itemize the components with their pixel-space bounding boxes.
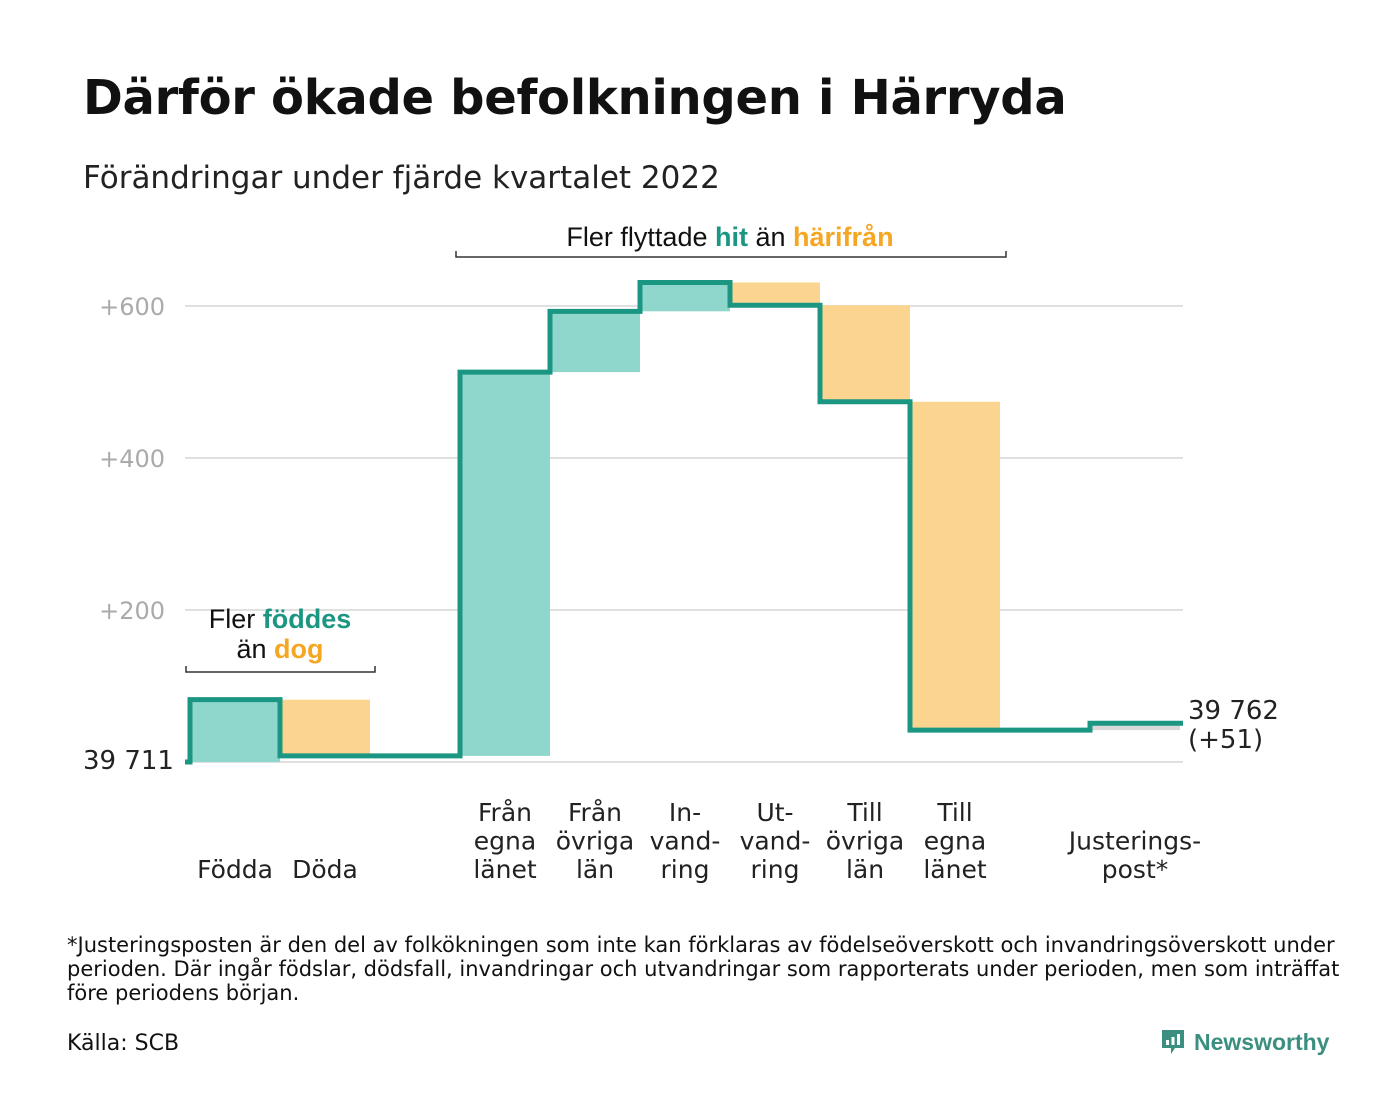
- category-label: Från: [568, 798, 622, 827]
- brand-logo[interactable]: Newsworthy: [1160, 1028, 1329, 1056]
- bar-justeringspost-: [1090, 723, 1180, 731]
- category-label: Födda: [197, 855, 273, 884]
- footnote: *Justeringsposten är den del av folkökni…: [67, 933, 1340, 1005]
- brand-name: Newsworthy: [1194, 1028, 1330, 1055]
- end-change-label: (+51): [1188, 725, 1263, 755]
- migration-bracket: [455, 251, 1007, 258]
- birth-annotation-text: föddes: [263, 604, 352, 634]
- bar-från-egna-länet: [460, 372, 550, 756]
- category-label: övriga: [826, 827, 905, 856]
- bar-döda: [280, 699, 370, 756]
- category-label: Ut-: [756, 798, 793, 827]
- birth-bracket: [185, 666, 376, 673]
- category-label: vand-: [650, 827, 721, 856]
- y-tick-label: +400: [99, 445, 165, 473]
- category-label: Justerings-: [1067, 827, 1201, 856]
- population-step-line: [185, 279, 1183, 765]
- category-label: län: [846, 855, 884, 884]
- category-label: länet: [923, 855, 986, 884]
- bar-födda: [190, 699, 280, 762]
- category-label: Till: [936, 798, 972, 827]
- start-value-label: 39 711: [83, 746, 174, 776]
- birth-annotation-line: än dog: [236, 634, 323, 664]
- bar-utvandring: [730, 282, 820, 306]
- category-label: övriga: [556, 827, 635, 856]
- bar-invandring: [640, 282, 730, 312]
- category-label: län: [576, 855, 614, 884]
- birth-annotation-text: än: [236, 634, 274, 664]
- bar-från-övriga-län: [550, 311, 640, 373]
- newsworthy-logo-icon: [1162, 1030, 1184, 1054]
- chart-subtitle: Förändringar under fjärde kvartalet 2022: [83, 160, 720, 196]
- category-label: egna: [474, 827, 536, 856]
- birth-annotation-text: Fler: [209, 604, 263, 634]
- migration-annotation-text: än: [748, 222, 793, 252]
- migration-annotation-text: Fler flyttade: [566, 222, 715, 252]
- source-label: Källa: SCB: [67, 1031, 180, 1056]
- category-label: Döda: [292, 855, 358, 884]
- birth-annotation-text: dog: [274, 634, 323, 664]
- migration-annotation-text: härifrån: [793, 222, 894, 252]
- category-label: vand-: [740, 827, 811, 856]
- migration-annotation-text: hit: [715, 222, 748, 252]
- y-tick-label: +600: [99, 293, 165, 321]
- category-label: egna: [924, 827, 986, 856]
- end-value-label: 39 762: [1188, 696, 1279, 726]
- category-label: länet: [473, 855, 536, 884]
- category-label: In-: [669, 798, 701, 827]
- category-label: Från: [478, 798, 532, 827]
- chart-title: Därför ökade befolkningen i Härryda: [83, 70, 1067, 126]
- migration-annotation-line: Fler flyttade hit än härifrån: [566, 222, 893, 252]
- bar-till-övriga-län: [820, 305, 910, 402]
- y-tick-label: +200: [99, 597, 165, 625]
- birth-annotation-line: Fler föddes: [209, 604, 352, 634]
- category-label: ring: [661, 855, 710, 884]
- bar-till-egna-länet: [910, 401, 1000, 731]
- category-label: post*: [1102, 855, 1169, 884]
- category-label: ring: [751, 855, 800, 884]
- category-label: Till: [846, 798, 882, 827]
